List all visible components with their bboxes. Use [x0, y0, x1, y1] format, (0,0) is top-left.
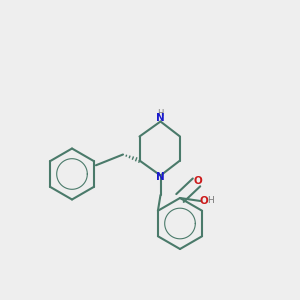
Text: H: H — [207, 196, 214, 205]
Text: N: N — [156, 172, 165, 182]
Text: N: N — [156, 113, 165, 123]
Text: O: O — [200, 196, 208, 206]
Text: H: H — [157, 110, 164, 118]
Text: O: O — [194, 176, 203, 186]
